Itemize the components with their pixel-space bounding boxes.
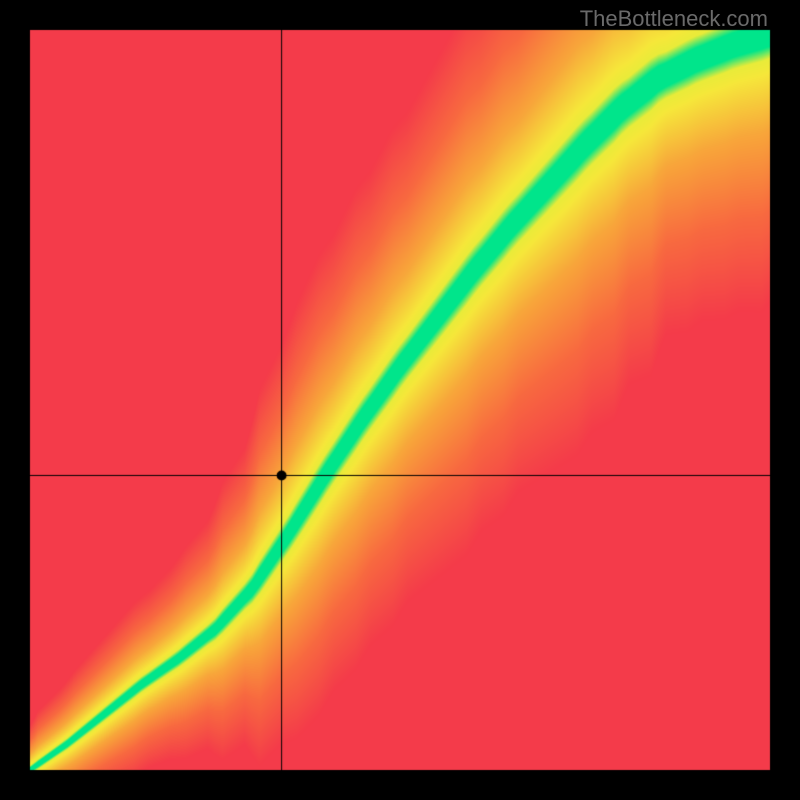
- bottleneck-heatmap: [0, 0, 800, 800]
- watermark-text: TheBottleneck.com: [580, 6, 768, 32]
- chart-container: { "watermark": "TheBottleneck.com", "can…: [0, 0, 800, 800]
